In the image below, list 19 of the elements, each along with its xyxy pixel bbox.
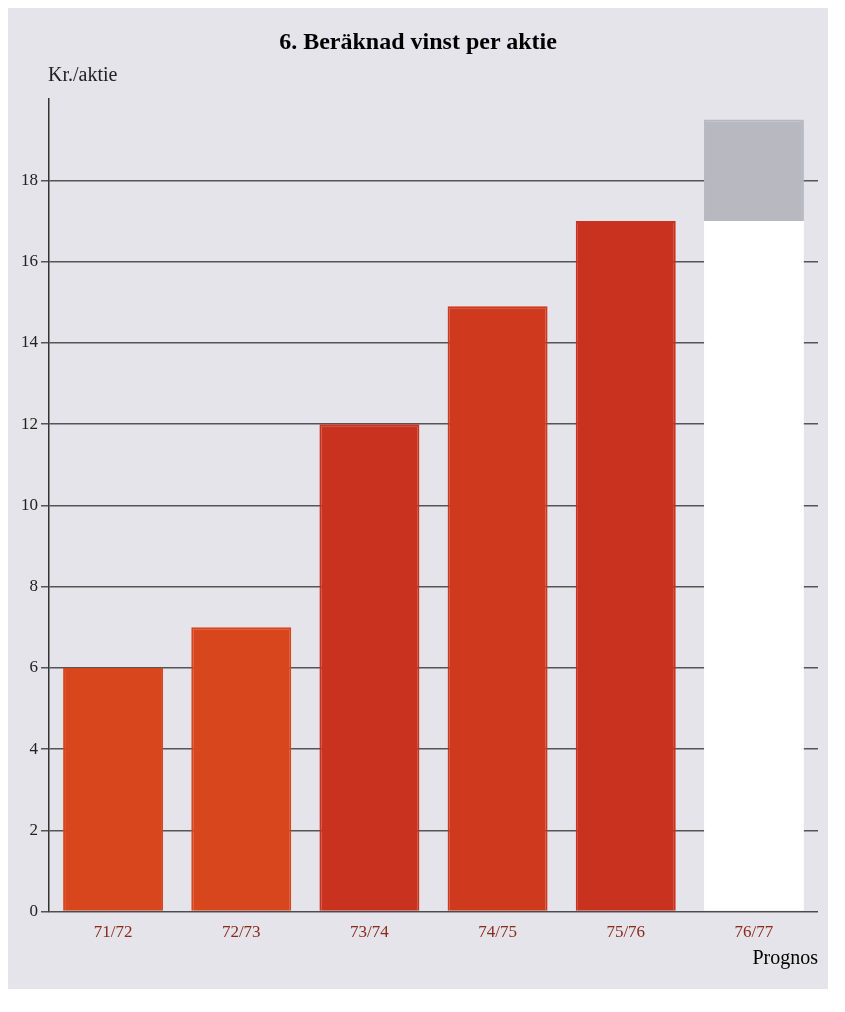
y-tick-label: 0 <box>29 901 38 921</box>
y-tick-label: 8 <box>29 576 38 596</box>
y-axis-title: Kr./aktie <box>48 63 119 86</box>
y-tick-label: 12 <box>21 413 38 433</box>
y-tick-label: 6 <box>29 657 38 677</box>
x-tick-label: 71/72 <box>93 922 133 942</box>
y-tick-label: 2 <box>29 819 38 839</box>
y-tick-label: 4 <box>29 738 39 758</box>
y-tick-label: 14 <box>21 332 39 352</box>
x-tick-label: 73/74 <box>350 922 390 942</box>
text: Prognos <box>751 946 818 969</box>
x-tick-label: 75/76 <box>606 922 646 942</box>
x-tick-label: 76/77 <box>734 922 774 942</box>
x-tick-label: 72/73 <box>221 922 261 942</box>
x-tick-label: 74/75 <box>478 922 517 942</box>
chart-title: 6. Beräknad vinst per aktie <box>278 28 558 55</box>
y-tick-label: 16 <box>21 251 38 271</box>
y-tick-label: 18 <box>21 169 38 189</box>
y-tick-label: 10 <box>21 494 38 514</box>
